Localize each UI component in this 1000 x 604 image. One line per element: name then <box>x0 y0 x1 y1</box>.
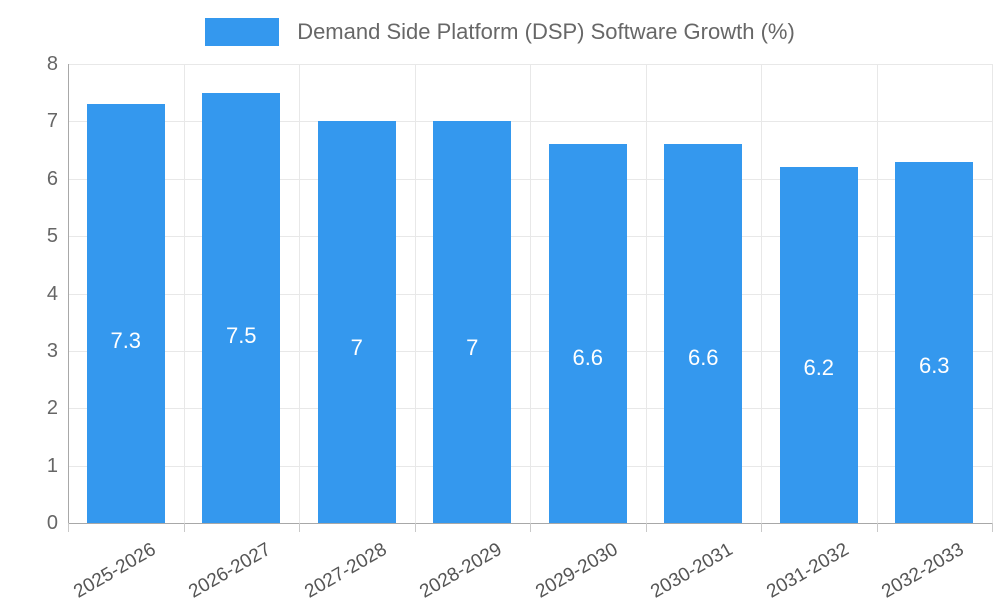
bar-slot: 6.2 <box>761 64 877 523</box>
x-axis-tick-label: 2028-2029 <box>417 539 507 603</box>
x-axis-tick-label: 2032-2033 <box>879 539 969 603</box>
x-axis-tick-label-text: 2026-2027 <box>185 539 275 603</box>
x-axis-tick-mark <box>415 523 416 532</box>
x-axis-tick-label-text: 2025-2026 <box>70 539 160 603</box>
x-axis-tick-label-text: 2030-2031 <box>647 539 737 603</box>
x-axis-tick-label-text: 2028-2029 <box>416 539 506 603</box>
x-axis-tick-mark <box>992 523 993 532</box>
gridline-vertical <box>299 64 300 523</box>
x-axis-tick-mark <box>877 523 878 532</box>
bar[interactable] <box>779 167 858 523</box>
x-axis-tick-mark <box>299 523 300 532</box>
x-axis-tick-label-text: 2031-2032 <box>763 539 853 603</box>
y-axis-tick-label: 2 <box>46 397 58 420</box>
gridline-vertical <box>992 64 993 523</box>
x-axis-tick-label: 2031-2032 <box>763 539 853 603</box>
y-axis-tick-label: 0 <box>46 512 58 534</box>
x-axis-tick-label: 2026-2027 <box>186 539 276 603</box>
y-axis-tick-label: 8 <box>46 53 58 75</box>
x-axis-tick-label-text: 2027-2028 <box>301 539 391 603</box>
bar-slot: 7.5 <box>184 64 300 523</box>
y-axis-tick-label: 4 <box>46 282 58 305</box>
legend-color-swatch-icon <box>205 18 280 46</box>
x-axis-tick-marks <box>68 523 993 533</box>
x-axis-tick-mark <box>68 523 69 532</box>
bar-slot: 6.3 <box>877 64 993 523</box>
gridline-vertical <box>184 64 185 523</box>
gridline-vertical <box>646 64 647 523</box>
x-axis-tick-label: 2029-2030 <box>532 539 622 603</box>
bar-slot: 7 <box>299 64 415 523</box>
legend-item-dsp-growth[interactable]: Demand Side Platform (DSP) Software Grow… <box>205 18 795 46</box>
y-axis-tick-labels: 0 1 2 3 4 5 6 7 8 <box>0 54 58 533</box>
x-axis-tick-label: 2025-2026 <box>70 539 160 603</box>
bar[interactable] <box>86 104 165 523</box>
y-axis-line <box>68 64 69 524</box>
y-axis-tick-label: 7 <box>46 110 58 133</box>
bar-slot: 6.6 <box>530 64 646 523</box>
x-axis-tick-label: 2030-2031 <box>648 539 738 603</box>
gridline-vertical <box>530 64 531 523</box>
gridline-vertical <box>415 64 416 523</box>
x-axis-tick-label: 2027-2028 <box>301 539 391 603</box>
bar-slot: 6.6 <box>646 64 762 523</box>
y-axis-tick-label: 1 <box>46 454 58 477</box>
x-axis-tick-mark <box>646 523 647 532</box>
x-axis-tick-mark <box>184 523 185 532</box>
x-axis-tick-label-text: 2032-2033 <box>878 539 968 603</box>
x-axis-tick-label-text: 2029-2030 <box>532 539 622 603</box>
bar[interactable] <box>202 92 281 523</box>
y-axis-tick-label: 3 <box>46 339 58 362</box>
y-axis-tick-label: 5 <box>46 225 58 248</box>
bar-slot: 7.3 <box>68 64 184 523</box>
bar[interactable] <box>895 161 974 523</box>
bar[interactable] <box>317 121 396 523</box>
x-axis-tick-mark <box>761 523 762 532</box>
bar[interactable] <box>664 144 743 523</box>
x-axis-tick-mark <box>530 523 531 532</box>
gridline-vertical <box>761 64 762 523</box>
legend-series-label: Demand Side Platform (DSP) Software Grow… <box>297 19 795 44</box>
chart-legend: Demand Side Platform (DSP) Software Grow… <box>0 14 1000 50</box>
gridline-vertical <box>877 64 878 523</box>
x-axis-tick-labels: 2025-2026 2026-2027 2027-2028 2028-2029 2029… <box>68 533 992 603</box>
bar-slot: 7 <box>415 64 531 523</box>
y-axis-tick-label: 6 <box>46 167 58 190</box>
bar[interactable] <box>433 121 512 523</box>
bar[interactable] <box>548 144 627 523</box>
bar-series-layer: 7.3 7.5 7 7 6.6 6.6 6.2 6.3 <box>68 64 992 523</box>
